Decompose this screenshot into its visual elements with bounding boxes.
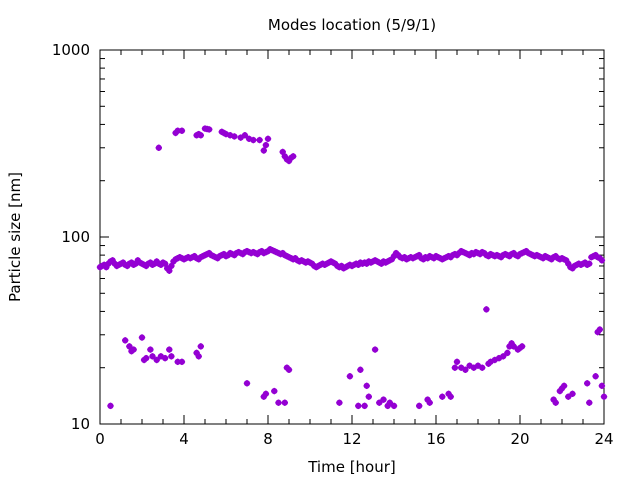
plot-border bbox=[99, 49, 605, 425]
data-point bbox=[598, 382, 606, 390]
x-axis-label: Time [hour] bbox=[307, 458, 396, 476]
data-point bbox=[483, 306, 490, 313]
data-point bbox=[363, 382, 370, 390]
x-tick-label: 0 bbox=[95, 430, 105, 448]
data-point bbox=[479, 364, 486, 371]
data-point bbox=[569, 390, 576, 398]
data-point bbox=[346, 373, 354, 380]
data-point bbox=[361, 402, 368, 410]
data-point bbox=[250, 136, 257, 144]
data-point bbox=[596, 326, 603, 333]
data-point bbox=[500, 353, 507, 360]
data-point bbox=[178, 358, 186, 366]
data-point bbox=[197, 343, 204, 350]
data-point bbox=[565, 393, 572, 400]
data-point bbox=[416, 402, 423, 410]
data-point bbox=[462, 366, 469, 373]
data-point bbox=[178, 127, 186, 134]
x-tick-label: 12 bbox=[342, 430, 361, 448]
data-point bbox=[285, 366, 293, 373]
x-tick-label: 20 bbox=[510, 430, 529, 448]
data-point bbox=[451, 364, 459, 371]
y-tick-label: 100 bbox=[61, 228, 90, 246]
data-point bbox=[197, 132, 204, 139]
data-point bbox=[256, 136, 263, 144]
data-point bbox=[600, 393, 608, 400]
data-point bbox=[504, 349, 511, 357]
data-point bbox=[281, 399, 288, 406]
data-point bbox=[143, 354, 150, 362]
data-point bbox=[560, 382, 568, 390]
data-point bbox=[290, 153, 297, 160]
x-tick-label: 24 bbox=[594, 430, 613, 448]
data-point bbox=[586, 260, 593, 267]
data-point bbox=[153, 356, 160, 364]
data-point bbox=[231, 133, 238, 140]
data-point bbox=[126, 343, 133, 350]
data-point bbox=[598, 257, 606, 264]
data-point bbox=[130, 346, 137, 353]
data-point bbox=[365, 393, 372, 400]
chart-title: Modes location (5/9/1) bbox=[268, 16, 436, 34]
y-axis-label: Particle size [nm] bbox=[6, 172, 24, 302]
x-tick-label: 16 bbox=[426, 430, 445, 448]
data-point bbox=[147, 346, 154, 353]
data-point bbox=[386, 399, 393, 406]
data-point bbox=[260, 147, 267, 154]
data-point bbox=[380, 396, 387, 403]
data-point bbox=[271, 387, 278, 395]
y-tick-label: 10 bbox=[71, 415, 90, 433]
data-point bbox=[355, 402, 362, 410]
data-point bbox=[584, 380, 591, 387]
data-point bbox=[592, 373, 599, 380]
data-point bbox=[155, 144, 162, 151]
data-point bbox=[510, 343, 517, 350]
data-point bbox=[371, 346, 379, 353]
data-point bbox=[107, 402, 114, 410]
data-point bbox=[390, 402, 398, 410]
data-point bbox=[166, 346, 173, 353]
axis-ticks: 0 4 8 12 16 20 24 10 100 1000 bbox=[52, 41, 614, 448]
data-point bbox=[357, 366, 364, 373]
data-points bbox=[96, 125, 608, 410]
data-point bbox=[376, 399, 383, 406]
data-point bbox=[264, 135, 272, 143]
data-point bbox=[275, 399, 282, 406]
data-point bbox=[122, 337, 129, 344]
data-point bbox=[138, 334, 146, 341]
plot-frame bbox=[99, 49, 605, 425]
x-tick-label: 4 bbox=[179, 430, 189, 448]
data-point bbox=[426, 399, 433, 406]
data-point bbox=[262, 141, 270, 149]
data-point bbox=[262, 390, 270, 398]
data-point bbox=[241, 132, 249, 139]
data-point bbox=[518, 343, 526, 350]
data-point bbox=[447, 393, 454, 400]
data-point bbox=[336, 399, 343, 406]
data-point bbox=[586, 399, 593, 406]
data-point bbox=[168, 353, 175, 360]
data-point bbox=[552, 399, 559, 406]
x-tick-label: 8 bbox=[263, 430, 273, 448]
data-point bbox=[206, 126, 213, 133]
data-point bbox=[439, 393, 446, 400]
data-point bbox=[166, 267, 173, 274]
data-point bbox=[149, 353, 156, 360]
data-point bbox=[195, 353, 202, 360]
data-point bbox=[243, 380, 251, 387]
data-point bbox=[453, 358, 461, 366]
data-point bbox=[161, 354, 169, 362]
y-tick-label: 1000 bbox=[52, 41, 90, 59]
